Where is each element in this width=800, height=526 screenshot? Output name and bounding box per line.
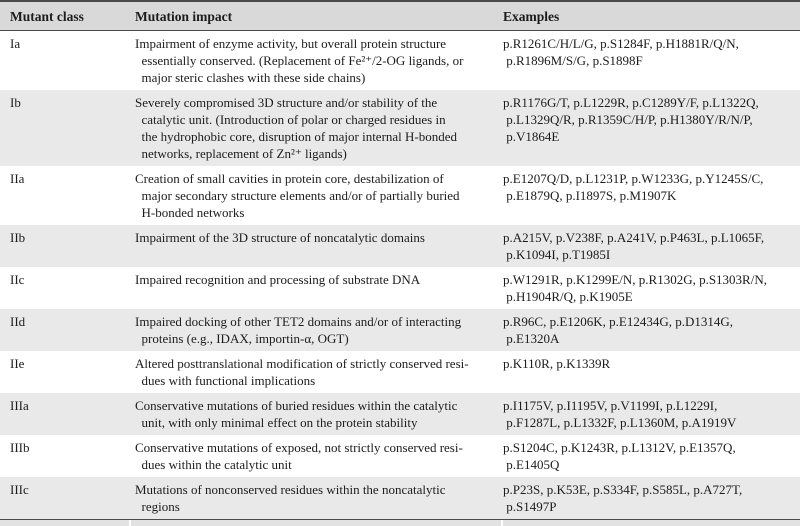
mutant-class-cell: IIa: [10, 171, 25, 186]
table-row: IIc Impaired recognition and processing …: [0, 267, 800, 309]
mutation-impact-cell: Creation of small cavities in protein co…: [135, 171, 460, 220]
table-row: IId Impaired docking of other TET2 domai…: [0, 309, 800, 351]
table-row: IIIc Mutations of nonconserved residues …: [0, 477, 800, 519]
examples-cell: p.K110R, p.K1339R: [503, 356, 611, 371]
mutant-class-cell: IIb: [10, 230, 26, 245]
examples-cell: p.S1204C, p.K1243R, p.L1312V, p.E1357Q, …: [503, 440, 736, 472]
mutant-class-cell: Ia: [10, 36, 21, 51]
bottom-strip-segment: [503, 520, 800, 526]
mutation-impact-cell: Impairment of the 3D structure of noncat…: [135, 230, 425, 245]
mutation-impact-cell: Impaired docking of other TET2 domains a…: [135, 314, 462, 346]
examples-cell: p.R1176G/T, p.L1229R, p.C1289Y/F, p.L132…: [503, 95, 759, 144]
table-row: Ia Impairment of enzyme activity, but ov…: [0, 31, 800, 91]
mutant-class-cell: IIIb: [10, 440, 30, 455]
table-row: IIIb Conservative mutations of exposed, …: [0, 435, 800, 477]
mutation-impact-cell: Conservative mutations of buried residue…: [135, 398, 458, 430]
mutation-impact-cell: Conservative mutations of exposed, not s…: [135, 440, 463, 472]
examples-cell: p.R96C, p.E1206K, p.E12434G, p.D1314G, p…: [503, 314, 734, 346]
table-row: IIb Impairment of the 3D structure of no…: [0, 225, 800, 267]
column-header-mutation-impact: Mutation impact: [135, 9, 233, 24]
table-row: IIa Creation of small cavities in protei…: [0, 166, 800, 225]
mutant-class-cell: IId: [10, 314, 26, 329]
table-row: Ib Severely compromised 3D structure and…: [0, 90, 800, 166]
examples-cell: p.E1207Q/D, p.L1231P, p.W1233G, p.Y1245S…: [503, 171, 764, 203]
bottom-strip-segment: [0, 520, 129, 526]
examples-cell: p.A215V, p.V238F, p.A241V, p.P463L, p.L1…: [503, 230, 765, 262]
examples-cell: p.I1175V, p.I1195V, p.V1199I, p.L1229I, …: [503, 398, 737, 430]
examples-cell: p.W1291R, p.K1299E/N, p.R1302G, p.S1303R…: [503, 272, 767, 304]
column-header-examples: Examples: [503, 9, 560, 24]
mutant-class-cell: Ib: [10, 95, 21, 110]
mutant-class-cell: IIIa: [10, 398, 29, 413]
mutant-class-cell: IIc: [10, 272, 25, 287]
examples-cell: p.R1261C/H/L/G, p.S1284F, p.H1881R/Q/N, …: [503, 36, 739, 68]
mutation-impact-cell: Impairment of enzyme activity, but overa…: [135, 36, 464, 85]
table-row: IIIa Conservative mutations of buried re…: [0, 393, 800, 435]
examples-cell: p.P23S, p.K53E, p.S334F, p.S585L, p.A727…: [503, 482, 743, 514]
mutation-impact-cell: Severely compromised 3D structure and/or…: [135, 95, 458, 161]
bottom-strip-segment: [131, 520, 501, 526]
column-header-mutant-class: Mutant class: [10, 9, 84, 24]
table-header-row: Mutant class Mutation impact Examples: [0, 1, 800, 31]
mutation-impact-cell: Mutations of nonconserved residues withi…: [135, 482, 446, 514]
mutation-impact-cell: Impaired recognition and processing of s…: [135, 272, 421, 287]
mutation-impact-cell: Altered posttranslational modification o…: [135, 356, 469, 388]
mutant-class-cell: IIe: [10, 356, 25, 371]
mutant-class-cell: IIIc: [10, 482, 29, 497]
table-row: IIe Altered posttranslational modificati…: [0, 351, 800, 393]
table-bottom-rule: [0, 519, 800, 526]
